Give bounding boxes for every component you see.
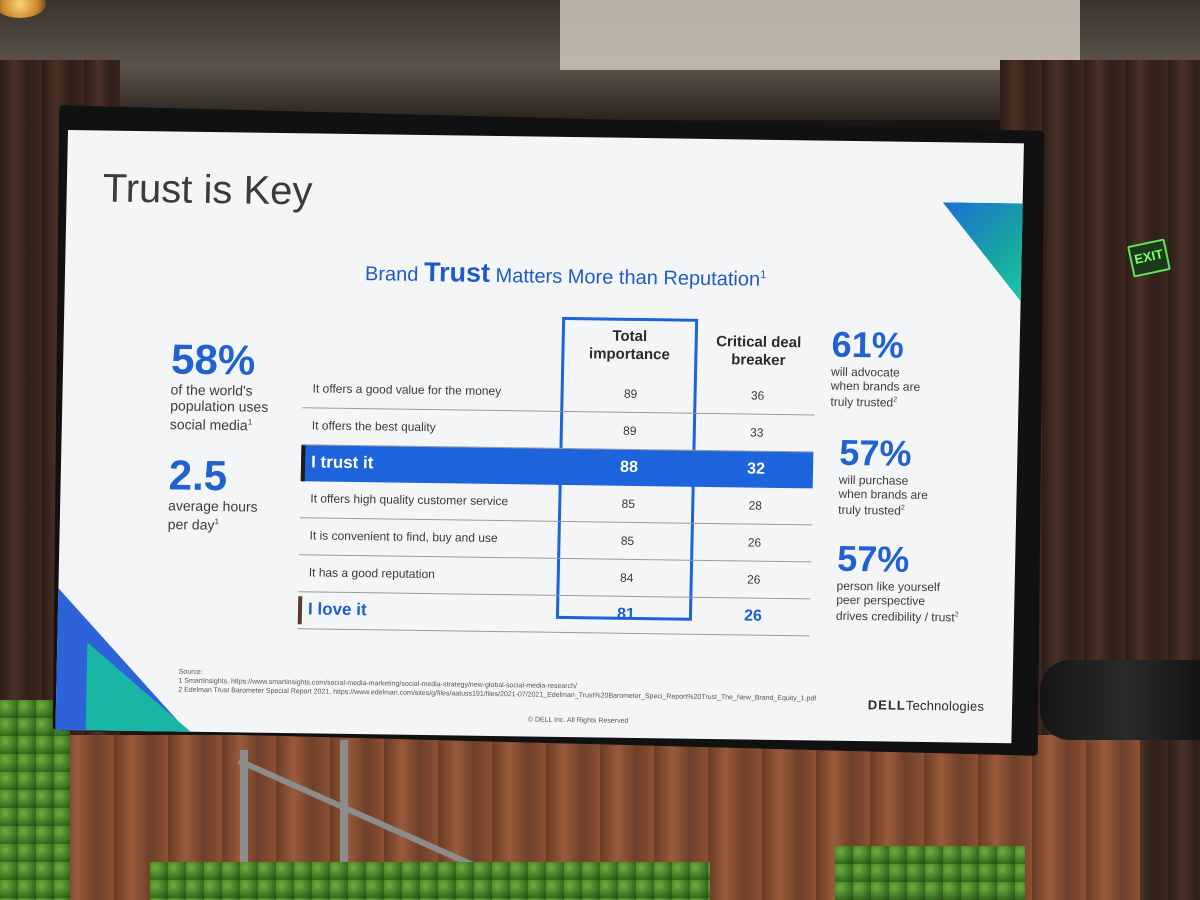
- row-label: It has a good reputation: [308, 565, 436, 582]
- stat-footnote: 2: [900, 504, 905, 512]
- stage-railing: [237, 740, 560, 900]
- subtitle-emphasis: Trust: [423, 256, 491, 288]
- corner-accent: [940, 202, 1024, 313]
- table-body: It offers a good value for the money 89 36…: [297, 371, 815, 637]
- critical-deal-breaker-value: 26: [747, 535, 762, 550]
- stat-purchase: 57% will purchase when brands are truly …: [838, 431, 929, 518]
- slide-title: Trust is Key: [102, 166, 313, 214]
- critical-deal-breaker-value: 36: [750, 388, 765, 403]
- stat-hours: 2.5 average hours per day1: [167, 451, 259, 533]
- hedge-right: [835, 846, 1025, 900]
- stat-desc-line: will advocate: [830, 364, 900, 380]
- table-row: I love it 81 26: [297, 592, 811, 637]
- hedge-left: [0, 700, 70, 900]
- stat-footnote: 1: [247, 417, 253, 427]
- total-importance-value: 81: [616, 605, 636, 623]
- critical-deal-breaker-value: 28: [748, 498, 763, 513]
- stat-desc-line: will purchase: [838, 472, 909, 488]
- total-importance-value: 85: [620, 533, 635, 548]
- stat-value: 2.5: [168, 451, 228, 500]
- row-label: It is convenient to find, buy and use: [309, 528, 498, 546]
- critical-deal-breaker-value: 33: [749, 425, 764, 440]
- stat-desc-line: truly trusted: [838, 502, 902, 518]
- presentation-slide: Trust is Key Brand Trust Matters More th…: [55, 130, 1024, 744]
- stat-desc-line: per day: [167, 516, 215, 533]
- slide-subtitle: Brand Trust Matters More than Reputation…: [365, 256, 767, 293]
- stat-value: 61%: [831, 323, 905, 366]
- stat-advocate: 61% will advocate when brands are truly …: [830, 323, 921, 410]
- total-importance-value: 85: [621, 496, 636, 511]
- logo-suffix: Technologies: [905, 697, 985, 714]
- stat-desc-line: social media: [169, 416, 248, 434]
- stat-value: 57%: [838, 431, 912, 474]
- stat-desc-line: population uses: [170, 397, 269, 415]
- stat-value: 58%: [170, 335, 256, 384]
- stat-desc-line: when brands are: [838, 486, 929, 503]
- ceiling-light: [0, 0, 46, 18]
- total-importance-value: 89: [623, 386, 638, 401]
- header-total-importance: Total importance: [588, 327, 671, 364]
- stat-desc-line: of the world's: [170, 381, 253, 399]
- row-label: It offers the best quality: [311, 418, 436, 435]
- subtitle-post: Matters More than Reputation: [489, 264, 761, 291]
- ceiling-panel: [560, 0, 1080, 70]
- stat-footnote: 2: [893, 396, 898, 404]
- logo-brand: DELL: [867, 697, 906, 713]
- total-importance-value: 89: [622, 423, 637, 438]
- row-label: I trust it: [310, 452, 374, 473]
- stat-footnote: 1: [214, 517, 220, 527]
- stat-footnote: 2: [954, 611, 959, 619]
- stat-desc-line: average hours: [167, 497, 258, 515]
- sources-footnote: Source: 1 SmartInsights, https://www.sma…: [178, 668, 817, 703]
- critical-deal-breaker-value: 32: [746, 460, 766, 478]
- total-importance-value: 84: [619, 570, 634, 585]
- stat-peer-perspective: 57% person like yourself peer perspectiv…: [835, 537, 960, 625]
- row-label: It offers high quality customer service: [310, 491, 509, 509]
- hedge-front: [150, 862, 710, 900]
- stat-desc-line: drives credibility / trust: [835, 608, 955, 625]
- table-header: Total importance Critical deal breaker: [303, 319, 816, 378]
- critical-deal-breaker-value: 26: [746, 572, 761, 587]
- brand-trust-table: Total importance Critical deal breaker I…: [297, 316, 816, 637]
- stat-value: 57%: [836, 537, 910, 580]
- dell-technologies-logo: DELLTechnologies: [868, 697, 985, 714]
- subtitle-pre: Brand: [364, 263, 425, 286]
- stat-desc-line: when brands are: [830, 378, 921, 394]
- copyright: © DELL Inc. All Rights Reserved: [527, 716, 629, 725]
- subtitle-footnote: 1: [760, 269, 767, 282]
- stat-desc-line: truly trusted: [830, 394, 894, 410]
- row-label: I love it: [307, 599, 367, 620]
- row-label: It offers a good value for the money: [312, 381, 502, 399]
- camera: [1040, 660, 1200, 740]
- stat-social-media: 58% of the world's population uses socia…: [169, 335, 270, 434]
- critical-deal-breaker-value: 26: [743, 607, 763, 625]
- total-importance-value: 88: [619, 458, 639, 476]
- header-critical-deal-breaker: Critical deal breaker: [716, 333, 802, 370]
